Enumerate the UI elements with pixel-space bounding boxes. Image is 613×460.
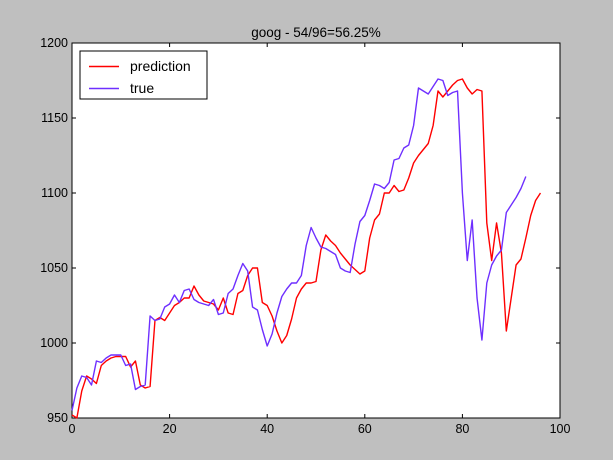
x-tick-label: 100: [550, 422, 571, 436]
x-tick-label: 80: [455, 422, 469, 436]
x-tick-label: 20: [163, 422, 177, 436]
series-line-true: [71, 78, 527, 411]
legend: prediction true: [79, 50, 208, 100]
x-tick-label: 40: [260, 422, 274, 436]
x-tick-label: 0: [69, 422, 76, 436]
x-tick-label: 60: [358, 422, 372, 436]
series-line-prediction: [71, 78, 542, 419]
y-tick-label: 1000: [40, 336, 68, 350]
legend-label-true: true: [130, 80, 154, 96]
axis-tick-labels: 0 20 40 60 80 100 950 1000 1050 1100 1150 1200: [40, 36, 570, 436]
series-layer: [71, 78, 542, 419]
y-tick-label: 1050: [40, 261, 68, 275]
legend-label-prediction: prediction: [130, 58, 191, 74]
y-tick-label: 1150: [41, 111, 68, 125]
legend-box: [79, 50, 208, 100]
plot-area: [71, 42, 561, 419]
chart-title: goog - 54/96=56.25%: [251, 25, 380, 40]
y-tick-label: 1100: [41, 186, 68, 200]
y-tick-label: 950: [47, 411, 68, 425]
y-tick-label: 1200: [40, 36, 68, 50]
axis-ticks: [71, 42, 561, 419]
